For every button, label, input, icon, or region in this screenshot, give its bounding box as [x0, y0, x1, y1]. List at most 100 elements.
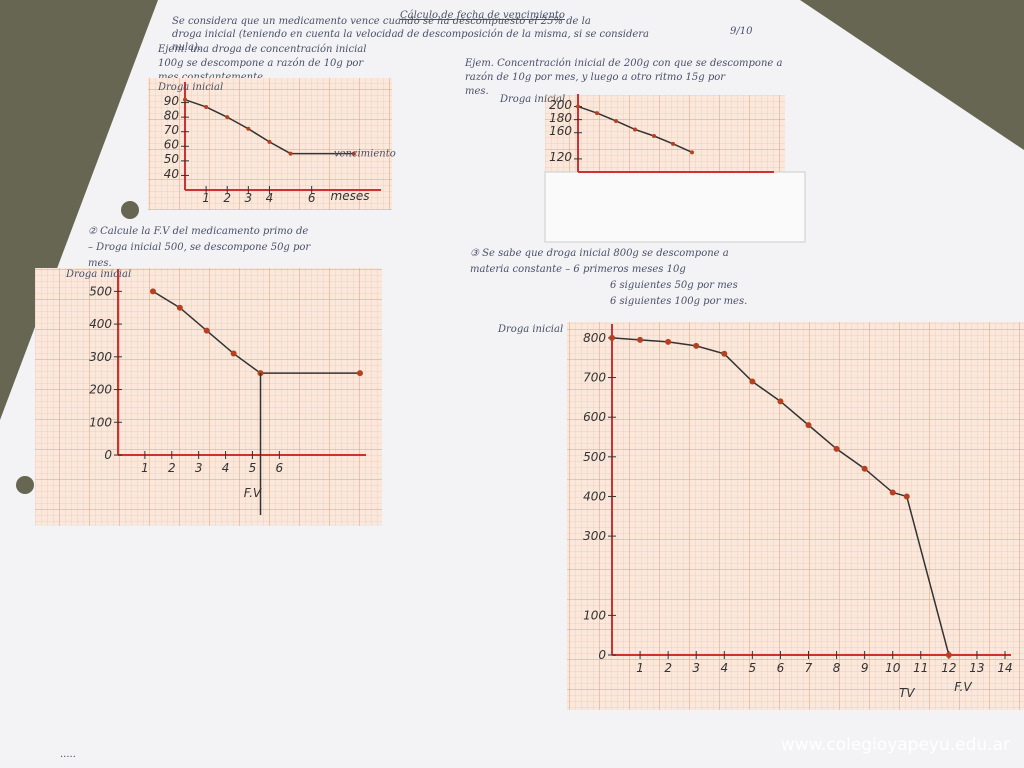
title: Cálculo de fecha de vencimiento: [400, 10, 565, 21]
intro: Se considera que un medicamento vence cu…: [172, 16, 649, 53]
y-tick-label: 50: [164, 152, 180, 166]
data-point: [149, 288, 156, 295]
y-tick-label: 180: [549, 111, 572, 125]
x-tick-label: 1: [141, 461, 149, 475]
x-tick-label: 1: [636, 661, 644, 675]
y-tick-label: 200: [89, 383, 112, 397]
x-tick-label: 2: [223, 191, 231, 205]
x-axis-label: meses: [331, 189, 370, 203]
problem-text: mes.: [88, 258, 112, 269]
data-point: [609, 334, 615, 341]
intro-line: Se considera que un medicamento vence cu…: [172, 16, 591, 27]
data-point: [861, 465, 868, 472]
x-tick-label: 5: [749, 661, 757, 675]
data-point: [945, 652, 952, 658]
y-tick-label: 300: [89, 350, 112, 364]
y-tick-label: 80: [164, 108, 180, 122]
y-tick-label: 100: [89, 415, 112, 429]
data-point: [637, 336, 644, 343]
x-tick-label: 3: [195, 461, 203, 475]
grade: 9/10: [730, 26, 753, 37]
data-point: [833, 445, 840, 452]
problem-text: ③ Se sabe que droga inicial 800g se desc…: [470, 248, 729, 259]
graph: Ejem. una droga de concentración inicial…: [148, 44, 396, 210]
x-tick-label: 1: [202, 191, 210, 205]
graph: ② Calcule la F.V del medicamento primo d…: [35, 226, 382, 526]
x-tick-label: 13: [969, 661, 984, 675]
x-tick-label: 6: [308, 191, 316, 205]
y-tick-label: 400: [583, 489, 606, 503]
data-point: [595, 111, 599, 116]
problem-text: ② Calcule la F.V del medicamento primo d…: [88, 226, 308, 237]
graph-grid: [567, 322, 1024, 710]
graphs: Ejem. una droga de concentración inicial…: [35, 44, 1024, 710]
y-tick-label: 120: [549, 150, 572, 164]
y-axis-label: Droga inicial: [157, 82, 223, 93]
data-point: [690, 150, 694, 155]
problem-text: 100g se descompone a razón de 10g por: [158, 58, 364, 69]
y-tick-label: 0: [104, 448, 112, 462]
data-point: [671, 141, 675, 146]
data-point: [889, 489, 896, 496]
data-point: [665, 338, 672, 345]
data-point: [225, 115, 230, 120]
x-tick-label: 2: [168, 461, 176, 475]
data-point: [246, 126, 251, 131]
graph: Ejem. Concentración inicial de 200g con …: [464, 58, 806, 243]
x-tick-label: 6: [777, 661, 785, 675]
x-axis-label: TV: [899, 686, 915, 700]
x-tick-label: 10: [885, 661, 901, 675]
data-point: [288, 151, 293, 156]
binder-hole: [121, 201, 139, 219]
x-tick-label: 8: [833, 661, 841, 675]
data-point: [721, 350, 728, 357]
x-tick-label: 5: [249, 461, 257, 475]
data-point: [633, 127, 637, 132]
data-point: [576, 104, 580, 109]
y-tick-label: 40: [164, 167, 180, 181]
x-tick-label: 14: [997, 661, 1012, 675]
y-tick-label: 100: [583, 608, 606, 622]
problem-text: Ejem. una droga de concentración inicial: [157, 44, 366, 55]
x-tick-label: 12: [941, 661, 956, 675]
annotation: vencimiento: [334, 149, 396, 160]
problem-text: mes.: [465, 86, 489, 97]
data-point: [176, 304, 183, 311]
y-tick-label: 500: [583, 450, 606, 464]
white-card: [544, 171, 806, 243]
curve: [152, 290, 360, 374]
x-tick-label: 2: [664, 661, 672, 675]
graph: ③ Se sabe que droga inicial 800g se desc…: [470, 248, 1024, 710]
x-tick-label: 7: [805, 661, 813, 675]
data-point: [614, 118, 618, 123]
y-tick-label: 60: [164, 138, 180, 152]
y-axis-label: Droga inicial: [65, 269, 131, 280]
y-tick-label: 600: [583, 410, 606, 424]
data-point: [903, 493, 910, 500]
x-tick-label: 3: [245, 191, 253, 205]
scribble: ·····: [60, 752, 76, 763]
y-tick-label: 300: [583, 529, 606, 543]
data-point: [183, 97, 187, 102]
data-point: [777, 398, 784, 405]
data-point: [203, 327, 210, 334]
y-tick-label: 500: [89, 284, 112, 298]
y-tick-label: 0: [598, 648, 606, 662]
intro-line: nula).: [172, 42, 201, 53]
problem-text: mes constantemente.: [158, 72, 266, 83]
x-tick-label: 9: [861, 661, 869, 675]
y-tick-label: 70: [164, 123, 180, 137]
data-point: [749, 378, 756, 385]
problem-text: – Droga inicial 500, se descompone 50g p…: [88, 242, 311, 253]
problem-text: Ejem. Concentración inicial de 200g con …: [464, 58, 782, 69]
problem-text: 6 siguientes 50g por mes: [610, 280, 738, 291]
x-tick-label: 11: [913, 661, 928, 675]
y-tick-label: 800: [583, 331, 606, 345]
graph-grid: [35, 268, 382, 526]
graph-grid: [148, 78, 392, 210]
data-point: [805, 422, 812, 429]
x-tick-label: 4: [720, 661, 728, 675]
problem-text: razón de 10g por mes, y luego a otro rit…: [465, 72, 726, 83]
x-axis-label: F.V: [244, 486, 262, 500]
data-point: [230, 350, 237, 357]
